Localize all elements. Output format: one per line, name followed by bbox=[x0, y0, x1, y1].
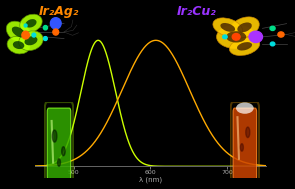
Circle shape bbox=[24, 24, 27, 27]
Ellipse shape bbox=[7, 36, 30, 54]
Ellipse shape bbox=[230, 37, 260, 56]
FancyBboxPatch shape bbox=[233, 108, 257, 180]
Circle shape bbox=[270, 26, 275, 30]
Circle shape bbox=[249, 31, 263, 43]
FancyBboxPatch shape bbox=[47, 108, 71, 180]
Ellipse shape bbox=[19, 31, 43, 51]
Ellipse shape bbox=[213, 18, 242, 37]
Ellipse shape bbox=[237, 42, 252, 50]
Circle shape bbox=[43, 26, 47, 30]
Text: Ir₂Ag₂: Ir₂Ag₂ bbox=[38, 5, 79, 18]
Ellipse shape bbox=[6, 21, 31, 43]
Ellipse shape bbox=[20, 14, 42, 33]
Circle shape bbox=[58, 159, 60, 166]
Ellipse shape bbox=[236, 102, 254, 114]
Circle shape bbox=[32, 33, 36, 37]
X-axis label: λ (nm): λ (nm) bbox=[139, 177, 162, 183]
Ellipse shape bbox=[24, 36, 37, 45]
Ellipse shape bbox=[220, 23, 235, 32]
Ellipse shape bbox=[13, 41, 24, 49]
Circle shape bbox=[50, 18, 61, 29]
Circle shape bbox=[278, 32, 284, 37]
Circle shape bbox=[62, 147, 65, 156]
Circle shape bbox=[232, 34, 240, 40]
Circle shape bbox=[44, 37, 47, 40]
Circle shape bbox=[52, 130, 57, 142]
Ellipse shape bbox=[12, 27, 25, 37]
Circle shape bbox=[223, 35, 227, 39]
Text: Ir₂Cu₂: Ir₂Cu₂ bbox=[177, 5, 217, 18]
Circle shape bbox=[22, 31, 29, 39]
Circle shape bbox=[240, 144, 243, 151]
Ellipse shape bbox=[217, 25, 256, 49]
Ellipse shape bbox=[237, 22, 252, 32]
Circle shape bbox=[53, 29, 59, 35]
Ellipse shape bbox=[25, 19, 37, 28]
Ellipse shape bbox=[226, 31, 246, 43]
Ellipse shape bbox=[230, 17, 259, 38]
Circle shape bbox=[246, 127, 250, 138]
Circle shape bbox=[270, 42, 275, 46]
